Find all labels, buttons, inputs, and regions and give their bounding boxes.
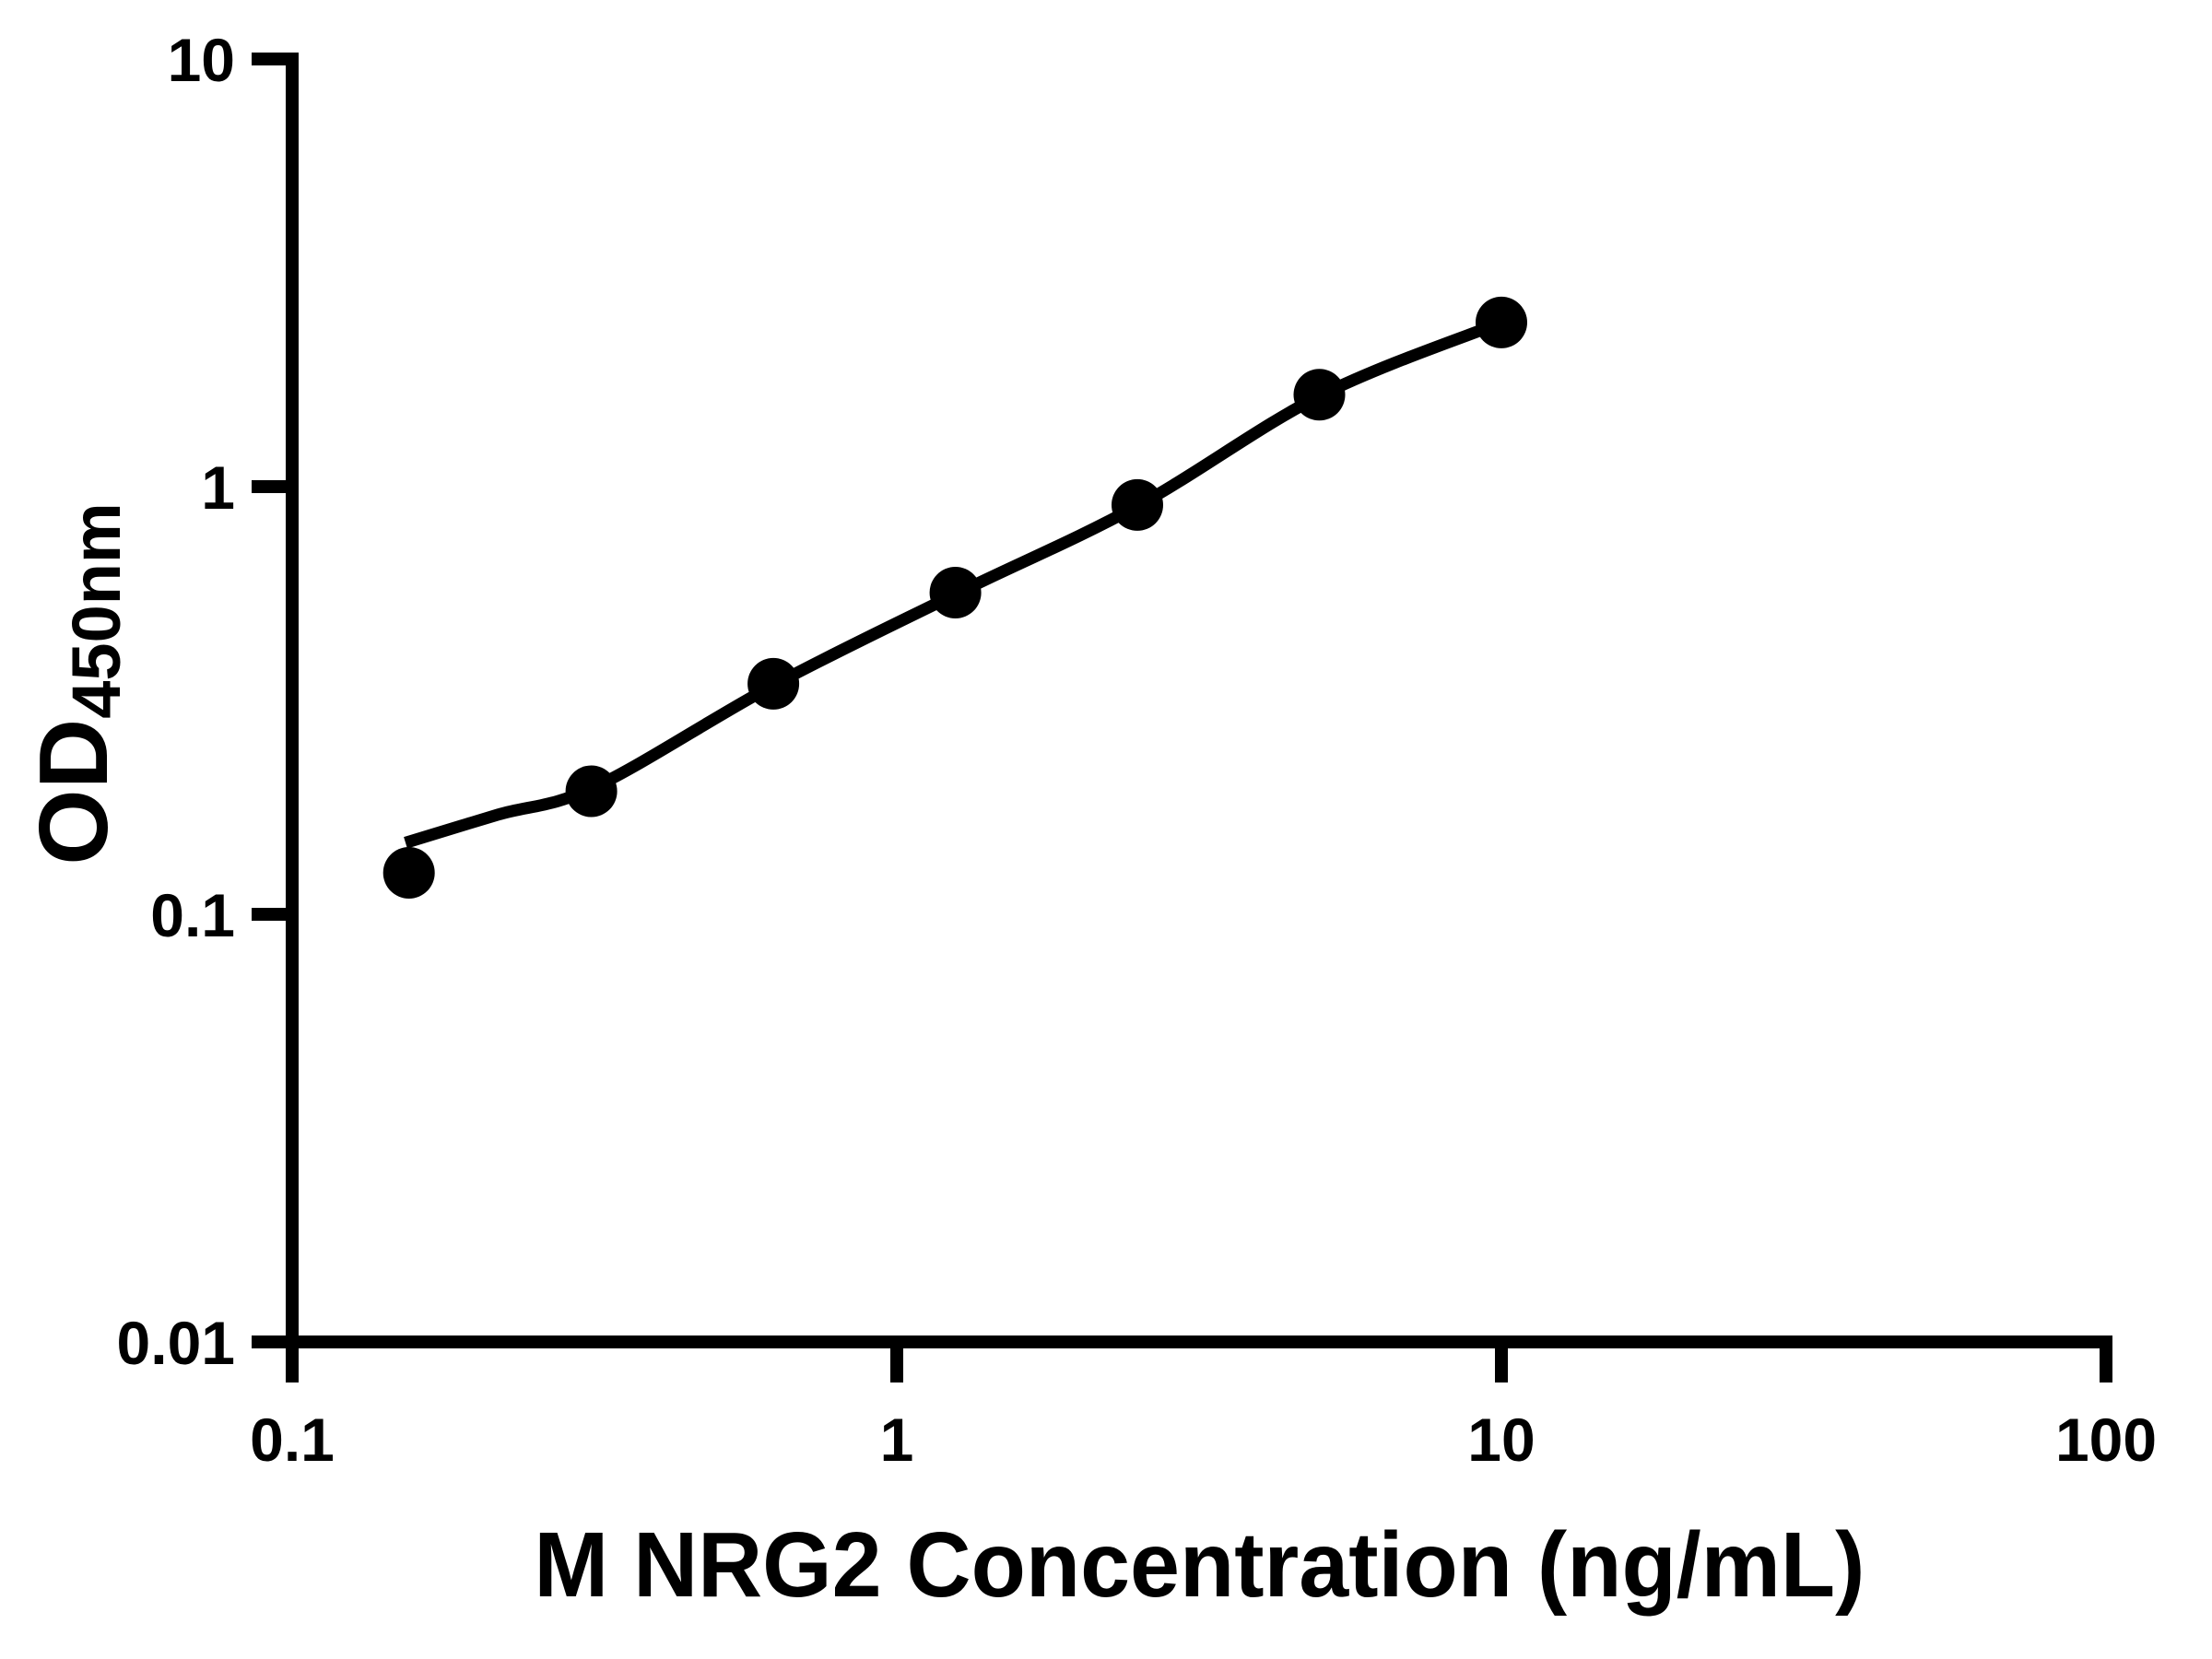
- y-tick-label: 0.01: [117, 1309, 235, 1377]
- x-tick-label: 1: [880, 1406, 914, 1474]
- data-point: [1476, 296, 1527, 348]
- y-tick-label: 10: [168, 26, 235, 94]
- y-tick-label: 1: [201, 453, 235, 522]
- data-point: [565, 765, 618, 818]
- y-tick-label: 0.1: [150, 881, 235, 949]
- data-point: [929, 567, 982, 618]
- x-axis-title-text: M NRG2 Concentration (ng/mL): [533, 1513, 1865, 1617]
- y-axis-title-subscript: 450nm: [58, 502, 135, 719]
- x-tick-label: 0.1: [250, 1406, 335, 1474]
- y-axis-title: OD450nm: [19, 502, 135, 865]
- y-axis-title-main: OD: [19, 718, 128, 865]
- data-point: [1112, 478, 1163, 531]
- data-point: [747, 657, 800, 710]
- x-tick-label: 100: [2055, 1406, 2157, 1474]
- data-point: [382, 847, 435, 899]
- x-tick-label: 10: [1467, 1406, 1535, 1474]
- x-axis-title: M NRG2 Concentration (ng/mL): [292, 1519, 2106, 1611]
- data-point: [1293, 369, 1346, 421]
